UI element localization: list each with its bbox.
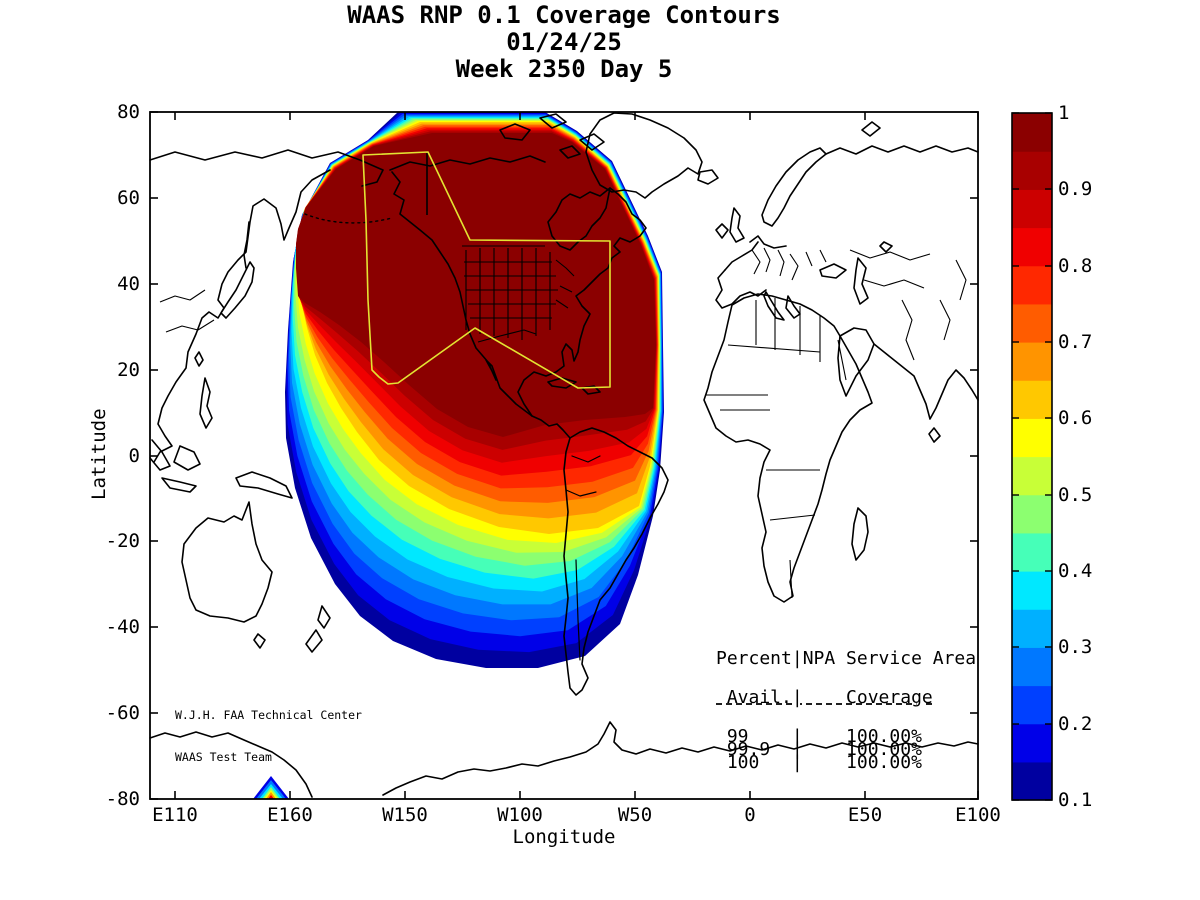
x-tick-E50: E50 (847, 804, 883, 826)
x-tick-0: 0 (744, 804, 756, 826)
colorbar-band (1012, 723, 1052, 763)
credit-line2: WAAS Test Team (175, 750, 272, 764)
colorbar-band (1012, 342, 1052, 381)
colorbar-band (1012, 761, 1052, 801)
coverage-contours (285, 112, 664, 668)
colorbar-band (1012, 303, 1052, 343)
plot-frame (149, 111, 979, 800)
colorbar-tick-0.5: 0.5 (1058, 484, 1093, 506)
colorbar-tick-1: 1 (1058, 102, 1070, 124)
y-tick--40: -40 (105, 616, 140, 638)
colorbar-tick-0.8: 0.8 (1058, 255, 1093, 277)
chart-title-line1: WAAS RNP 0.1 Coverage Contours (347, 1, 781, 29)
colorbar-tick-0.1: 0.1 (1058, 789, 1093, 811)
availability-table: Percent|NPA Service Area Avail.| Coverag… (716, 626, 976, 795)
chart-title: WAAS RNP 0.1 Coverage Contours 01/24/25 … (150, 2, 978, 83)
spike-band (268, 795, 274, 799)
colorbar (1011, 112, 1053, 801)
colorbar-band (1012, 151, 1052, 190)
colorbar-tick-0.6: 0.6 (1058, 407, 1093, 429)
npa-service-area-boundary (362, 151, 611, 389)
availability-table-rows: 99 | 100.00% 99.9 | 100.00% 100 | 100.00… (716, 726, 976, 773)
contour-band-0.95 (296, 133, 656, 437)
x-tick-W50: W50 (617, 804, 653, 826)
colorbar-band (1012, 532, 1052, 572)
y-tick-60: 60 (117, 187, 140, 209)
y-tick-0: 0 (128, 445, 140, 467)
colorbar-tick-0.2: 0.2 (1058, 713, 1093, 735)
colorbar-tick-0.7: 0.7 (1058, 331, 1093, 353)
availability-table-header1: Percent|NPA Service Area (716, 648, 977, 669)
colorbar-band (1012, 227, 1052, 267)
y-tick--20: -20 (105, 530, 140, 552)
availability-table-row: 99 | 100.00% (716, 726, 922, 747)
colorbar-band (1012, 494, 1052, 534)
y-tick-40: 40 (117, 273, 140, 295)
colorbar-band (1012, 189, 1052, 229)
colorbar-band (1012, 685, 1052, 725)
y-tick--60: -60 (105, 702, 140, 724)
x-tick-W150: W150 (382, 804, 428, 826)
credit-line1: W.J.H. FAA Technical Center (175, 708, 362, 722)
colorbar-band (1012, 609, 1052, 648)
x-tick-E100: E100 (955, 804, 1001, 826)
colorbar-tick-0.9: 0.9 (1058, 178, 1093, 200)
y-tick-20: 20 (117, 359, 140, 381)
world-coastlines (149, 112, 979, 798)
colorbar-band (1012, 418, 1052, 458)
y-tick-80: 80 (117, 101, 140, 123)
colorbar-band (1012, 647, 1052, 687)
colorbar-band (1012, 380, 1052, 419)
colorbar-border (1011, 112, 1053, 801)
x-tick-E110: E110 (152, 804, 198, 826)
colorbar-tick-0.3: 0.3 (1058, 636, 1093, 658)
x-tick-W100: W100 (497, 804, 543, 826)
availability-table-row: 99.9 | 100.00% (716, 739, 922, 760)
y-tick--80: -80 (105, 788, 140, 810)
colorbar-band (1012, 113, 1052, 152)
x-tick-E160: E160 (267, 804, 313, 826)
political-borders (159, 153, 967, 599)
chart-title-date: 01/24/25 (506, 28, 622, 56)
x-axis-label: Longitude (512, 826, 616, 848)
colorbar-band (1012, 571, 1052, 610)
antarctic-contour-spike (253, 776, 289, 799)
availability-table-header2: Avail.| Coverage (716, 687, 933, 708)
chart-title-week: Week 2350 Day 5 (455, 55, 673, 83)
colorbar-band (1012, 265, 1052, 305)
colorbar-band (1012, 456, 1052, 496)
credit-annotation: W.J.H. FAA Technical Center WAAS Test Te… (175, 680, 362, 792)
availability-table-row: 100 | 100.00% (716, 752, 922, 773)
colorbar-tick-0.4: 0.4 (1058, 560, 1093, 582)
